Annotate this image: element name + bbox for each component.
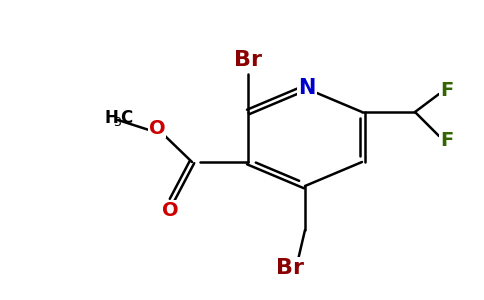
Text: F: F [440, 80, 454, 100]
Text: Br: Br [276, 258, 304, 278]
Text: Br: Br [234, 50, 262, 70]
Text: O: O [162, 200, 178, 220]
Text: F: F [440, 130, 454, 149]
Text: C: C [120, 109, 132, 127]
Text: 3: 3 [113, 116, 121, 130]
Text: H: H [104, 109, 118, 127]
Text: N: N [298, 78, 316, 98]
Text: O: O [149, 118, 166, 137]
